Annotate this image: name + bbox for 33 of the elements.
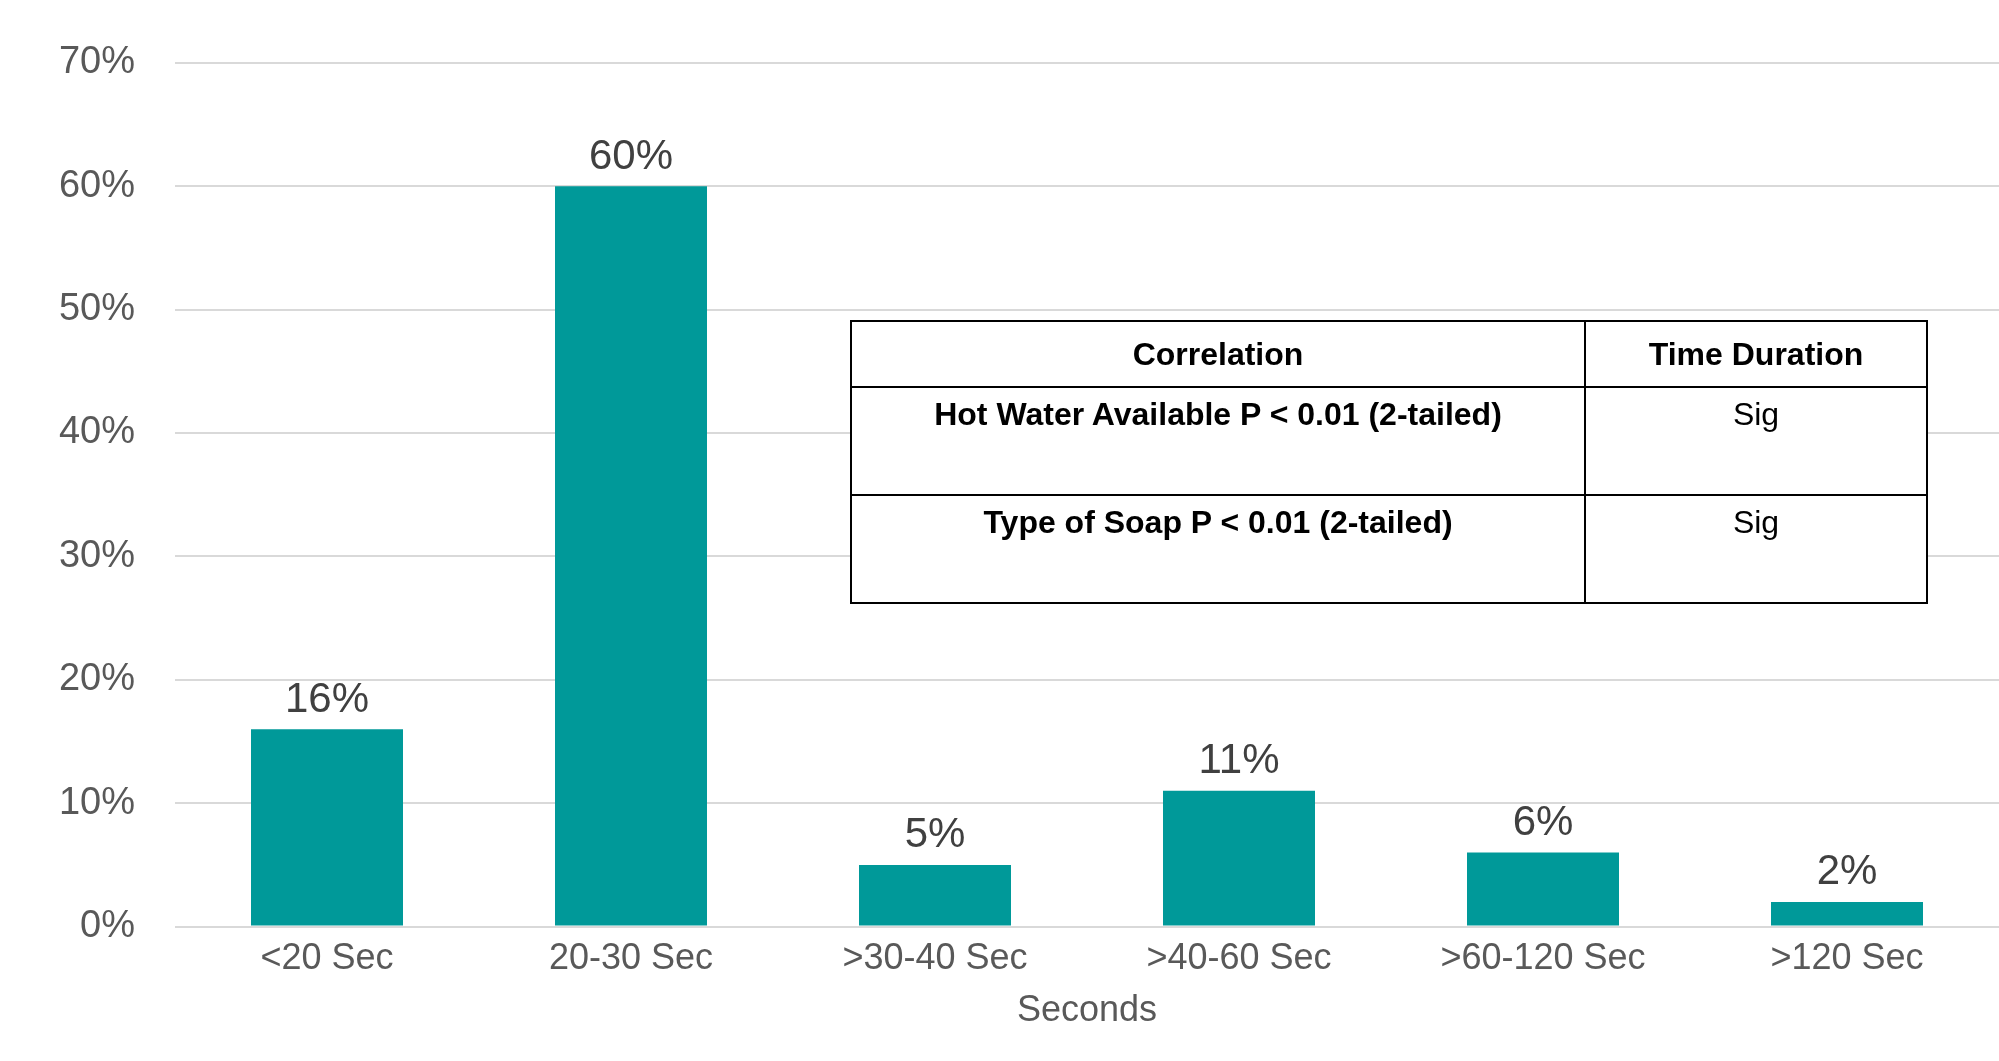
y-tick-label: 20% [58,656,135,699]
y-tick-label: 70% [58,39,135,82]
bar [555,186,707,926]
y-tick-label: 30% [58,532,135,575]
bar [251,729,403,926]
annotation: Sig [1585,495,1927,603]
data-label: 16% [284,673,370,721]
bar [1163,790,1315,926]
x-tick-label: >60-120 Sec [1440,936,1646,978]
data-label: 2% [1816,846,1878,894]
data-label: 6% [1512,797,1574,845]
data-label: 5% [904,809,966,857]
y-tick-label: 0% [80,903,135,946]
data-label: 60% [588,130,674,178]
y-tick-label: 60% [58,162,135,205]
x-tick-label: >30-40 Sec [842,936,1028,978]
data-label: 11% [1198,735,1280,783]
bar [859,864,1011,926]
y-tick-label: 50% [58,286,135,329]
annotation: Sig [1585,387,1927,495]
annotation: Hot Water Available P < 0.01 (2-tailed) [851,387,1585,495]
annotation: Correlation [851,321,1585,387]
x-tick-label: >120 Sec [1770,936,1924,978]
x-tick-label: 20-30 Sec [548,936,714,978]
annotation: Time Duration [1585,321,1927,387]
x-axis-title: Seconds [1016,988,1158,1030]
x-tick-label: >40-60 Sec [1146,936,1332,978]
y-tick-label: 40% [58,409,135,452]
annotation: Type of Soap P < 0.01 (2-tailed) [851,495,1585,603]
bar [1467,852,1619,926]
bar [1771,901,1923,926]
y-tick-label: 10% [58,779,135,822]
x-tick-label: <20 Sec [260,936,394,978]
